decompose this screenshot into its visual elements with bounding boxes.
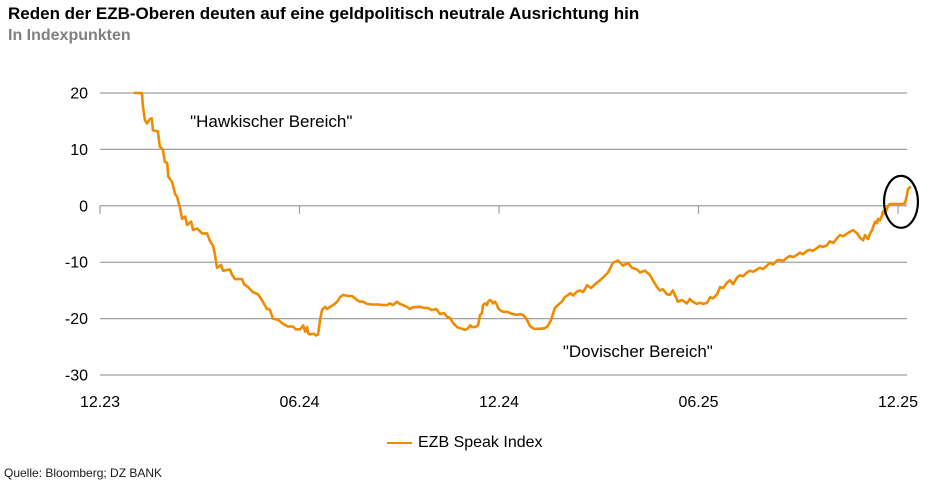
x-tick-label-06.25: 06.25 xyxy=(678,394,718,411)
y-tick-label--30: -30 xyxy=(65,368,88,385)
chart-title: Reden der EZB-Oberen deuten auf eine gel… xyxy=(8,4,640,23)
source-note: Quelle: Bloomberg; DZ BANK xyxy=(4,466,163,480)
y-tick-label--10: -10 xyxy=(65,255,88,272)
x-tick-label-12.24: 12.24 xyxy=(479,394,519,411)
ezb-speak-index-line xyxy=(133,91,912,337)
annotation-dovisch-bereich: "Dovischer Bereich" xyxy=(562,341,713,361)
y-tick-label-0: 0 xyxy=(79,198,88,215)
legend: EZB Speak Index xyxy=(387,434,543,452)
annotation-hawkish-bereich: "Hawkischer Bereich" xyxy=(190,112,353,132)
highlight-circle xyxy=(882,174,920,229)
x-tick-label-06.24: 06.24 xyxy=(279,394,319,411)
x-tick-label-12.23: 12.23 xyxy=(80,394,120,411)
legend-line-swatch xyxy=(387,442,412,444)
y-tick-label--20: -20 xyxy=(65,311,88,328)
legend-label: EZB Speak Index xyxy=(418,434,543,451)
chart-subtitle: In Indexpunkten xyxy=(8,27,131,44)
y-tick-label-20: 20 xyxy=(70,86,88,103)
y-tick-label-10: 10 xyxy=(70,142,88,159)
x-tick-label-12.25: 12.25 xyxy=(878,394,918,411)
